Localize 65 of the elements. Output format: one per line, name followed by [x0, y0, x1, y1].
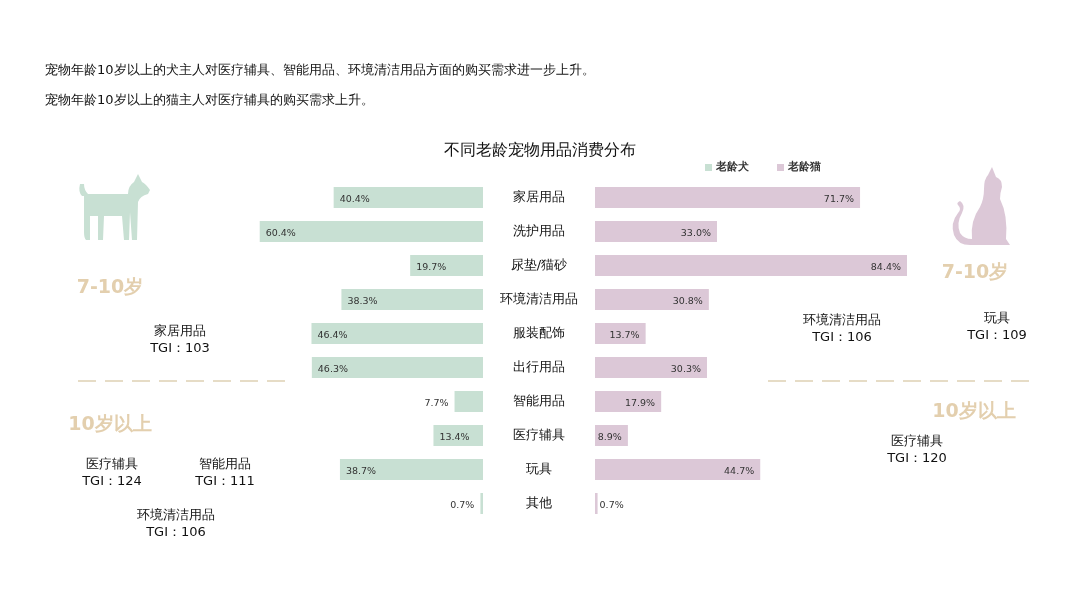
- bar: [595, 289, 709, 310]
- y-tick-label: 尿垫/猫砂: [509, 256, 569, 274]
- bar: [454, 391, 483, 412]
- data-label: 71.7%: [823, 192, 855, 204]
- data-label: 38.3%: [347, 294, 378, 306]
- data-label: 19.7%: [416, 260, 447, 272]
- y-tick-label: 玩具: [525, 460, 553, 478]
- data-label: 84.4%: [870, 260, 901, 272]
- text: 7-10岁: [76, 274, 144, 299]
- bar: [480, 493, 483, 514]
- text: 医疗辅具 TGI：124: [82, 455, 142, 489]
- bar: [339, 459, 483, 480]
- annotation: 医疗辅具 TGI：120: [887, 432, 947, 466]
- data-label: 0.7%: [599, 498, 624, 510]
- bar: [410, 255, 483, 276]
- bar: [595, 459, 761, 480]
- y-tick-label: 其他: [525, 494, 553, 512]
- bar: [595, 221, 717, 242]
- data-label: 44.7%: [724, 464, 755, 476]
- data-label: 13.4%: [439, 430, 470, 442]
- data-label: 33.0%: [680, 226, 711, 238]
- data-label: 7.7%: [424, 396, 449, 408]
- text: 10岁以上: [932, 398, 1016, 423]
- data-label: 17.9%: [624, 396, 656, 408]
- data-label: 30.8%: [672, 294, 703, 306]
- legend-label: 老龄犬: [715, 160, 749, 174]
- data-label: 38.7%: [345, 464, 377, 476]
- bar: [595, 187, 861, 208]
- bar: [595, 255, 907, 276]
- text: 智能用品 TGI：111: [195, 455, 255, 489]
- y-tick-label: 家居用品: [512, 188, 566, 206]
- text: 玩具 TGI：109: [967, 309, 1027, 343]
- bar: [595, 493, 598, 514]
- data-label: 0.7%: [450, 498, 475, 510]
- legend-label: 老龄猫: [787, 160, 821, 174]
- data-label: 13.7%: [609, 328, 640, 340]
- y-tick-label: 医疗辅具: [512, 426, 566, 444]
- text: 10岁以上: [68, 411, 152, 436]
- text: 宠物年龄10岁以上的犬主人对医疗辅具、智能用品、环境清洁用品方面的购买需求进一步上升。: [45, 61, 595, 79]
- annotation: 环境清洁用品 TGI：106: [803, 311, 881, 345]
- y-tick-label: 智能用品: [512, 392, 566, 410]
- text: 家居用品 TGI：103: [150, 322, 210, 356]
- data-label: 40.4%: [339, 192, 370, 204]
- text: 环境清洁用品 TGI：106: [137, 506, 215, 540]
- data-label: 8.9%: [597, 430, 622, 442]
- bar: [311, 323, 483, 344]
- y-tick-label: 出行用品: [512, 358, 566, 376]
- data-label: 46.3%: [317, 362, 349, 374]
- y-tick-label: 服装配饰: [512, 324, 566, 342]
- text: 宠物年龄10岁以上的猫主人对医疗辅具的购买需求上升。: [45, 91, 374, 109]
- bar: [311, 357, 483, 378]
- bar: [333, 187, 483, 208]
- data-label: 60.4%: [265, 226, 296, 238]
- data-label: 30.3%: [670, 362, 702, 374]
- bar: [433, 425, 483, 446]
- bar: [595, 323, 646, 344]
- text: 7-10岁: [941, 259, 1009, 284]
- bar: [341, 289, 483, 310]
- y-tick-label: 环境清洁用品: [499, 290, 579, 308]
- data-label: 46.4%: [317, 328, 348, 340]
- bar: [595, 357, 708, 378]
- text: 不同老龄宠物用品消费分布: [443, 140, 637, 161]
- y-tick-label: 洗护用品: [512, 222, 566, 240]
- bar: [595, 391, 662, 412]
- bar: [259, 221, 483, 242]
